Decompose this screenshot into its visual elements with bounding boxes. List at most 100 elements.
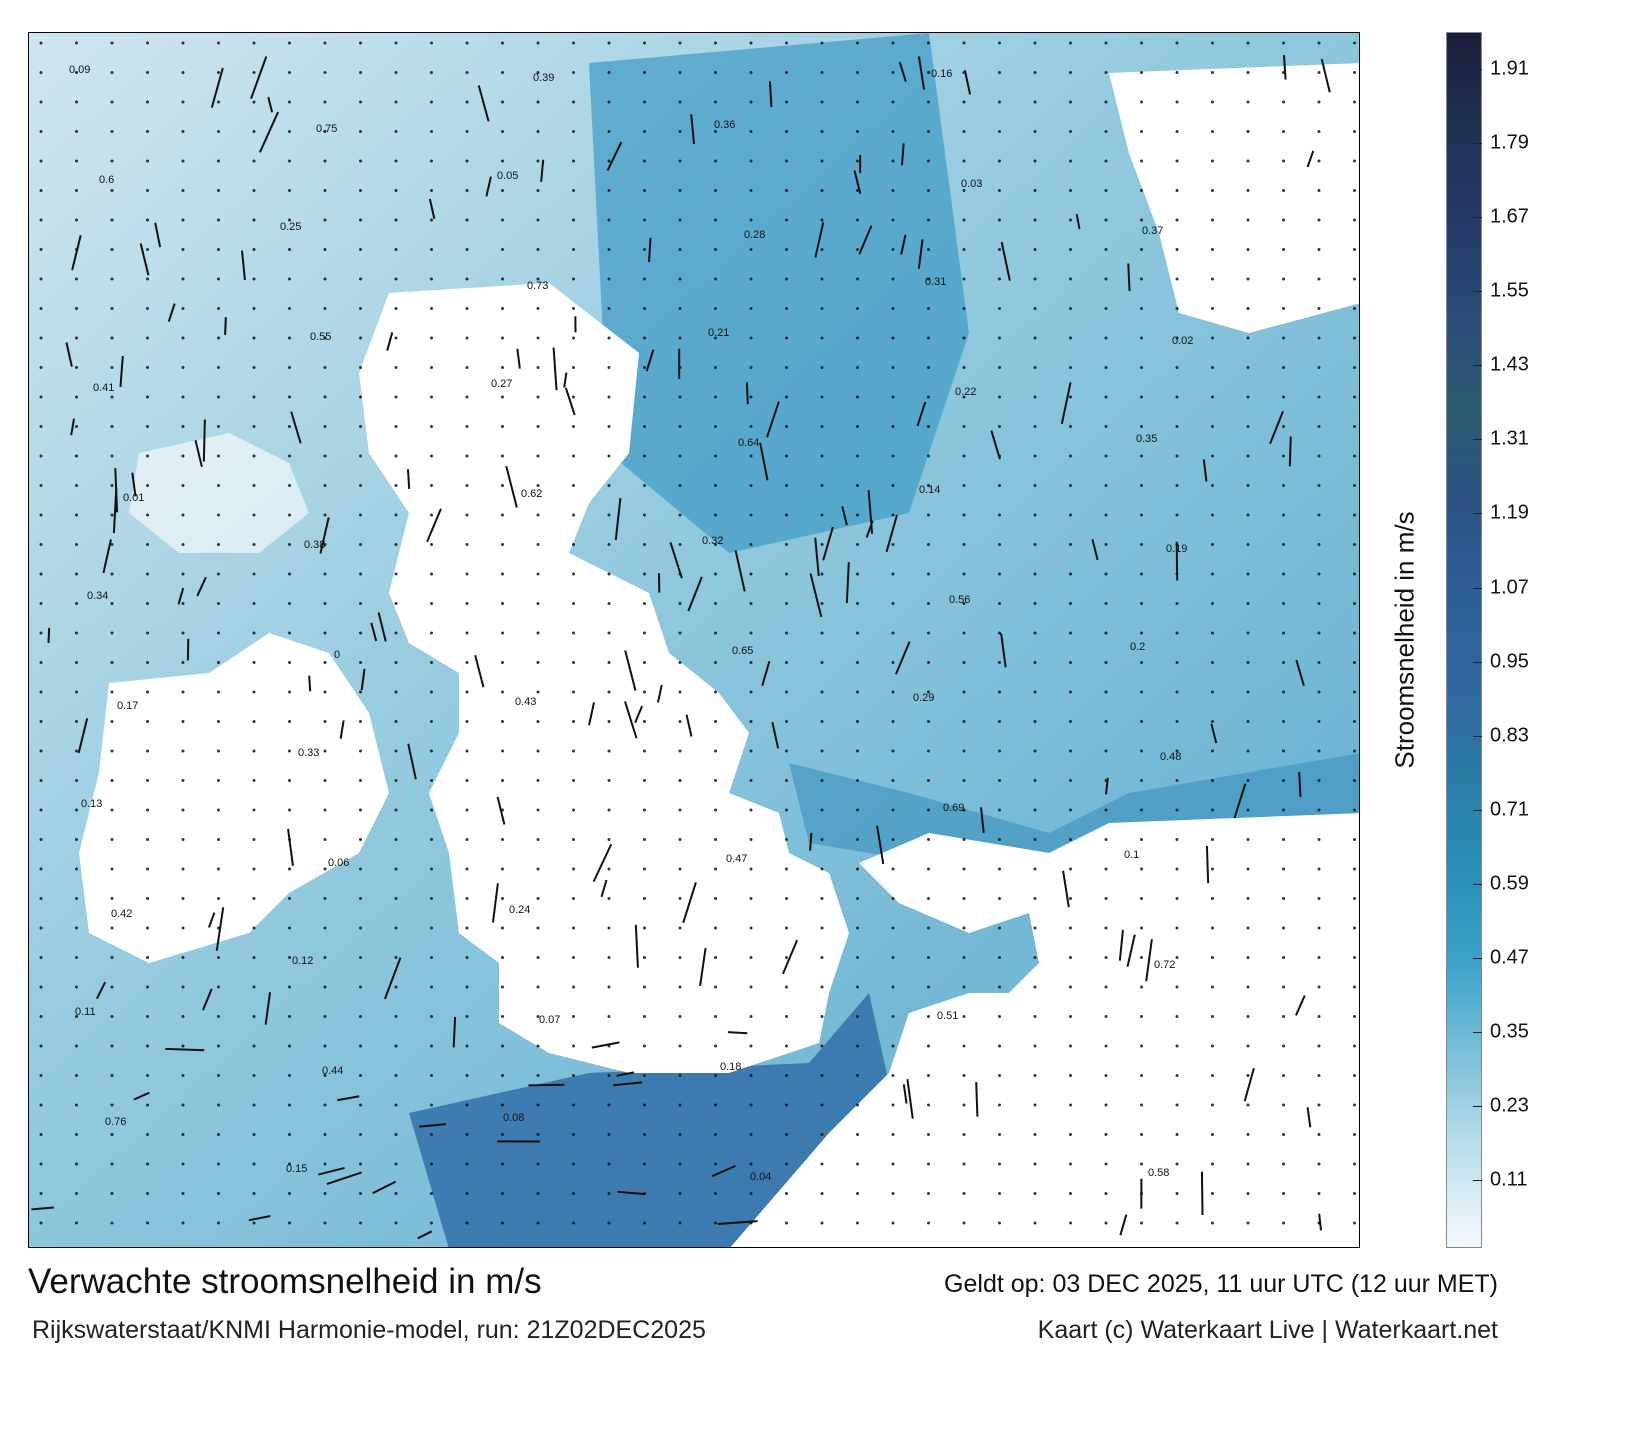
current-arrow (167, 303, 176, 322)
current-arrow (900, 234, 907, 255)
speed-label: 0 (334, 649, 340, 661)
current-arrow (916, 401, 927, 427)
speed-label: 0.73 (527, 280, 548, 292)
current-arrow (485, 176, 492, 197)
speed-label: 0.39 (533, 72, 554, 84)
current-arrow (814, 221, 825, 258)
current-arrow (845, 562, 850, 604)
current-arrow (491, 883, 499, 923)
current-arrow (745, 382, 749, 405)
speed-label: 0.14 (919, 484, 940, 496)
colorbar-tick-label: 0.83 (1490, 724, 1529, 747)
speed-label: 0.08 (503, 1112, 524, 1124)
current-arrow (77, 717, 89, 754)
colorbar-tick-mark (1473, 735, 1482, 737)
current-arrow (215, 907, 225, 951)
colorbar-tick-mark (1473, 143, 1482, 145)
colorbar-tick-mark (1473, 957, 1482, 959)
speed-label: 0.12 (292, 955, 313, 967)
current-arrow (1091, 539, 1099, 561)
current-speed-map[interactable]: 0.09 0.25 0.27 0.32 0.29 0.1 0.11 0.15 0.05 0.21 0… (28, 32, 1360, 1248)
current-arrow (1075, 214, 1081, 230)
current-arrow (372, 1180, 397, 1195)
current-arrow (1119, 1214, 1128, 1236)
current-arrow (1320, 58, 1331, 93)
speed-label: 0.32 (702, 535, 723, 547)
speed-label: 0.09 (69, 64, 90, 76)
speed-label: 0.36 (714, 119, 735, 131)
current-arrow (617, 1190, 646, 1196)
current-arrow (319, 517, 330, 554)
speed-label: 0.03 (961, 178, 982, 190)
current-arrow (308, 675, 312, 692)
current-arrow (682, 881, 697, 924)
speed-label: 0.58 (1148, 1167, 1169, 1179)
speed-label: 0.75 (316, 123, 337, 135)
current-arrow (31, 1206, 54, 1211)
speed-label: 0.05 (497, 170, 518, 182)
current-arrow (771, 722, 780, 749)
current-arrow (809, 573, 823, 618)
speed-label: 0.6 (99, 174, 114, 186)
speed-label: 0.48 (1160, 751, 1181, 763)
model-run-info: Rijkswaterstaat/KNMI Harmonie-model, run… (32, 1316, 706, 1344)
current-arrow (768, 81, 773, 108)
current-arrow (1062, 870, 1070, 908)
current-arrow (1205, 845, 1210, 884)
speed-label: 0.76 (105, 1116, 126, 1128)
speed-label: 0.22 (955, 386, 976, 398)
speed-label: 0.27 (491, 378, 512, 390)
speed-label: 0.06 (328, 857, 349, 869)
current-arrows (31, 55, 1331, 1240)
current-arrow (699, 947, 707, 986)
current-arrow (377, 612, 387, 642)
current-arrow (196, 576, 207, 597)
current-arrow (614, 497, 622, 541)
current-arrow (370, 622, 378, 642)
colorbar-tick-label: 1.07 (1490, 576, 1529, 599)
grid-dots (29, 33, 1359, 1247)
colorbar-tick-label: 1.55 (1490, 279, 1529, 302)
current-arrow (809, 832, 813, 851)
speed-label: 0.16 (931, 68, 952, 80)
current-arrow (841, 506, 848, 526)
current-arrow (384, 957, 402, 1000)
current-arrow (114, 468, 119, 513)
current-arrow (600, 879, 608, 898)
map-canvas: 0.09 0.25 0.27 0.32 0.29 0.1 0.11 0.15 0.05 0.21 0… (29, 33, 1359, 1247)
current-arrow (102, 539, 112, 574)
speed-label: 0.51 (937, 1010, 958, 1022)
colorbar-tick-label: 0.59 (1490, 872, 1529, 895)
speed-label: 0.11 (75, 1006, 96, 1018)
speed-labels: 0.09 0.25 0.27 0.32 0.29 0.1 0.11 0.15 0.05 0.21 0… (69, 64, 1193, 1183)
current-arrow (516, 348, 521, 369)
current-arrow (613, 1081, 643, 1087)
speed-label: 0.42 (111, 908, 132, 920)
colorbar-tick-label: 0.71 (1490, 798, 1529, 821)
current-arrow (552, 347, 558, 391)
current-arrow (564, 387, 576, 416)
current-arrow (990, 430, 1001, 460)
current-arrow (588, 702, 595, 726)
current-arrow (606, 141, 623, 171)
speed-label: 0.15 (286, 1163, 307, 1175)
current-arrow (822, 526, 834, 561)
speed-label: 0.1 (1124, 849, 1139, 861)
current-arrow (224, 317, 227, 335)
speed-label: 0.69 (943, 802, 964, 814)
current-arrow (207, 912, 216, 928)
current-arrow (1118, 929, 1124, 961)
current-arrow (894, 641, 911, 675)
current-arrow (95, 981, 107, 1000)
colorbar-tick-mark (1473, 291, 1482, 293)
current-arrow (759, 442, 769, 481)
current-arrow (711, 1164, 736, 1178)
current-arrow (616, 1071, 635, 1077)
current-arrow (592, 843, 613, 882)
colorbar-tick-label: 1.43 (1490, 353, 1529, 376)
current-arrow (496, 796, 506, 825)
current-arrow (71, 235, 82, 271)
current-arrow (241, 250, 246, 281)
current-arrow (1210, 723, 1218, 744)
speed-label: 0.44 (322, 1065, 343, 1077)
